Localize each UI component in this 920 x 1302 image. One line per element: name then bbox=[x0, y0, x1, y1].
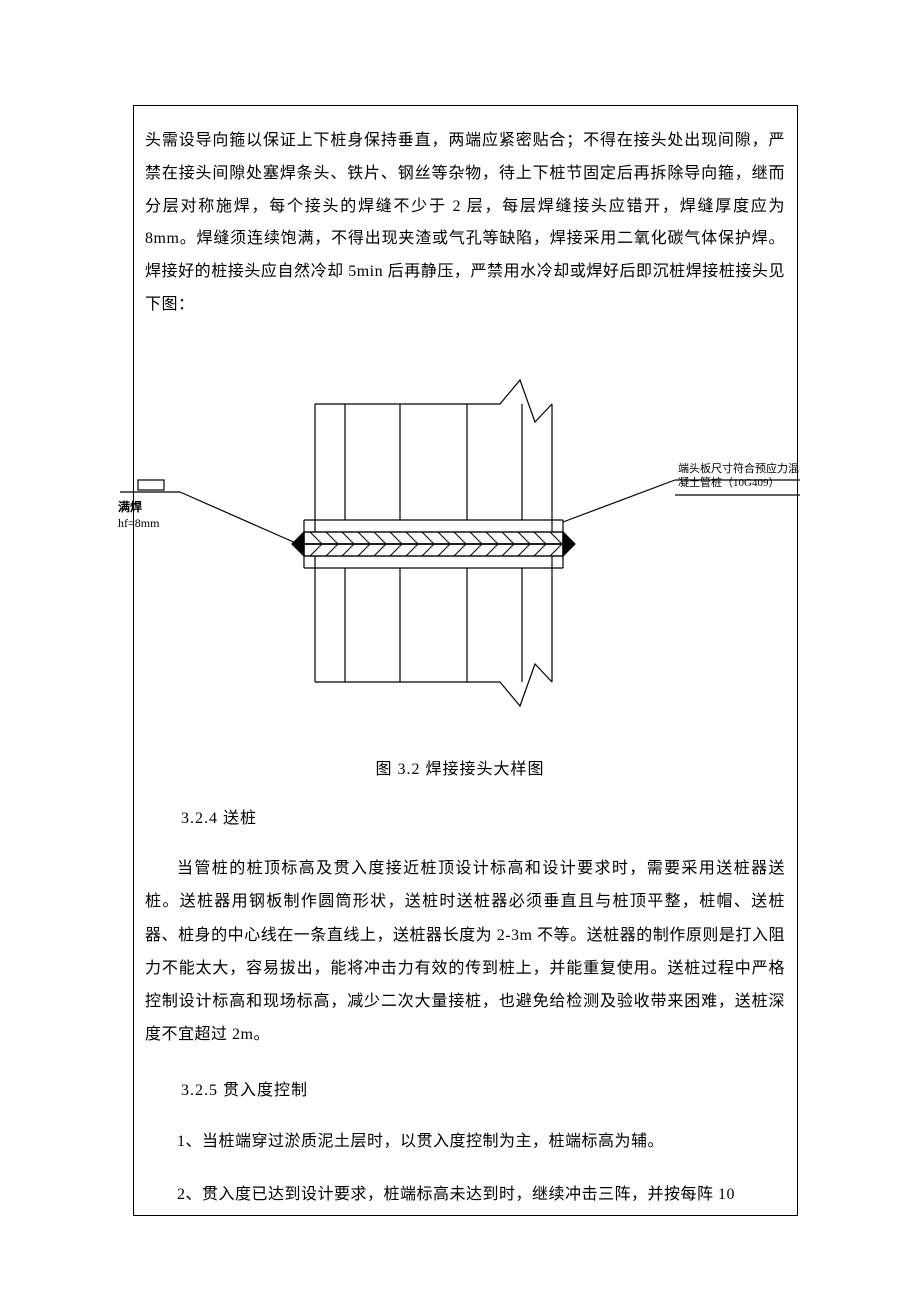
section-325-item2: 2、贯入度已达到设计要求，桩端标高未达到时，继续冲击三阵，并按每阵 10 bbox=[145, 1179, 785, 1211]
content-block-1: 头需设导向箍以保证上下桩身保持垂直，两端应紧密贴合；不得在接头处出现间隙，严禁在… bbox=[145, 125, 785, 322]
label-weld-line2: hf=8mm bbox=[118, 516, 159, 532]
label-weld-line1: 满焊 bbox=[118, 500, 159, 516]
label-right-line2: 凝土管桩（10G409） bbox=[678, 476, 799, 490]
paragraph-324: 当管桩的桩顶标高及贯入度接近桩顶设计标高和设计要求时，需要采用送桩器送桩。送桩器… bbox=[145, 852, 785, 1052]
section-325: 3.2.5 贯入度控制 bbox=[145, 1075, 785, 1107]
item-325-2: 2、贯入度已达到设计要求，桩端标高未达到时，继续冲击三阵，并按每阵 10 bbox=[145, 1179, 785, 1211]
heading-325: 3.2.5 贯入度控制 bbox=[181, 1075, 785, 1107]
section-324: 3.2.4 送桩 bbox=[145, 803, 785, 835]
label-weld: 满焊 hf=8mm bbox=[118, 500, 159, 531]
item-325-1: 1、当桩端穿过淤质泥土层时，以贯入度控制为主，桩端标高为辅。 bbox=[145, 1126, 785, 1158]
label-right-note: 端头板尺寸符合预应力混 凝土管桩（10G409） bbox=[678, 462, 799, 491]
diagram-svg bbox=[120, 372, 800, 712]
weld-joint-diagram: 满焊 hf=8mm 端头板尺寸符合预应力混 凝土管桩（10G409） bbox=[120, 372, 800, 712]
figure-caption: 图 3.2 焊接接头大样图 bbox=[0, 755, 920, 779]
paragraph-1: 头需设导向箍以保证上下桩身保持垂直，两端应紧密贴合；不得在接头处出现间隙，严禁在… bbox=[145, 125, 785, 322]
section-324-body: 当管桩的桩顶标高及贯入度接近桩顶设计标高和设计要求时，需要采用送桩器送桩。送桩器… bbox=[145, 852, 785, 1052]
section-325-item1: 1、当桩端穿过淤质泥土层时，以贯入度控制为主，桩端标高为辅。 bbox=[145, 1126, 785, 1158]
label-right-line1: 端头板尺寸符合预应力混 bbox=[678, 462, 799, 476]
heading-324: 3.2.4 送桩 bbox=[181, 803, 785, 835]
